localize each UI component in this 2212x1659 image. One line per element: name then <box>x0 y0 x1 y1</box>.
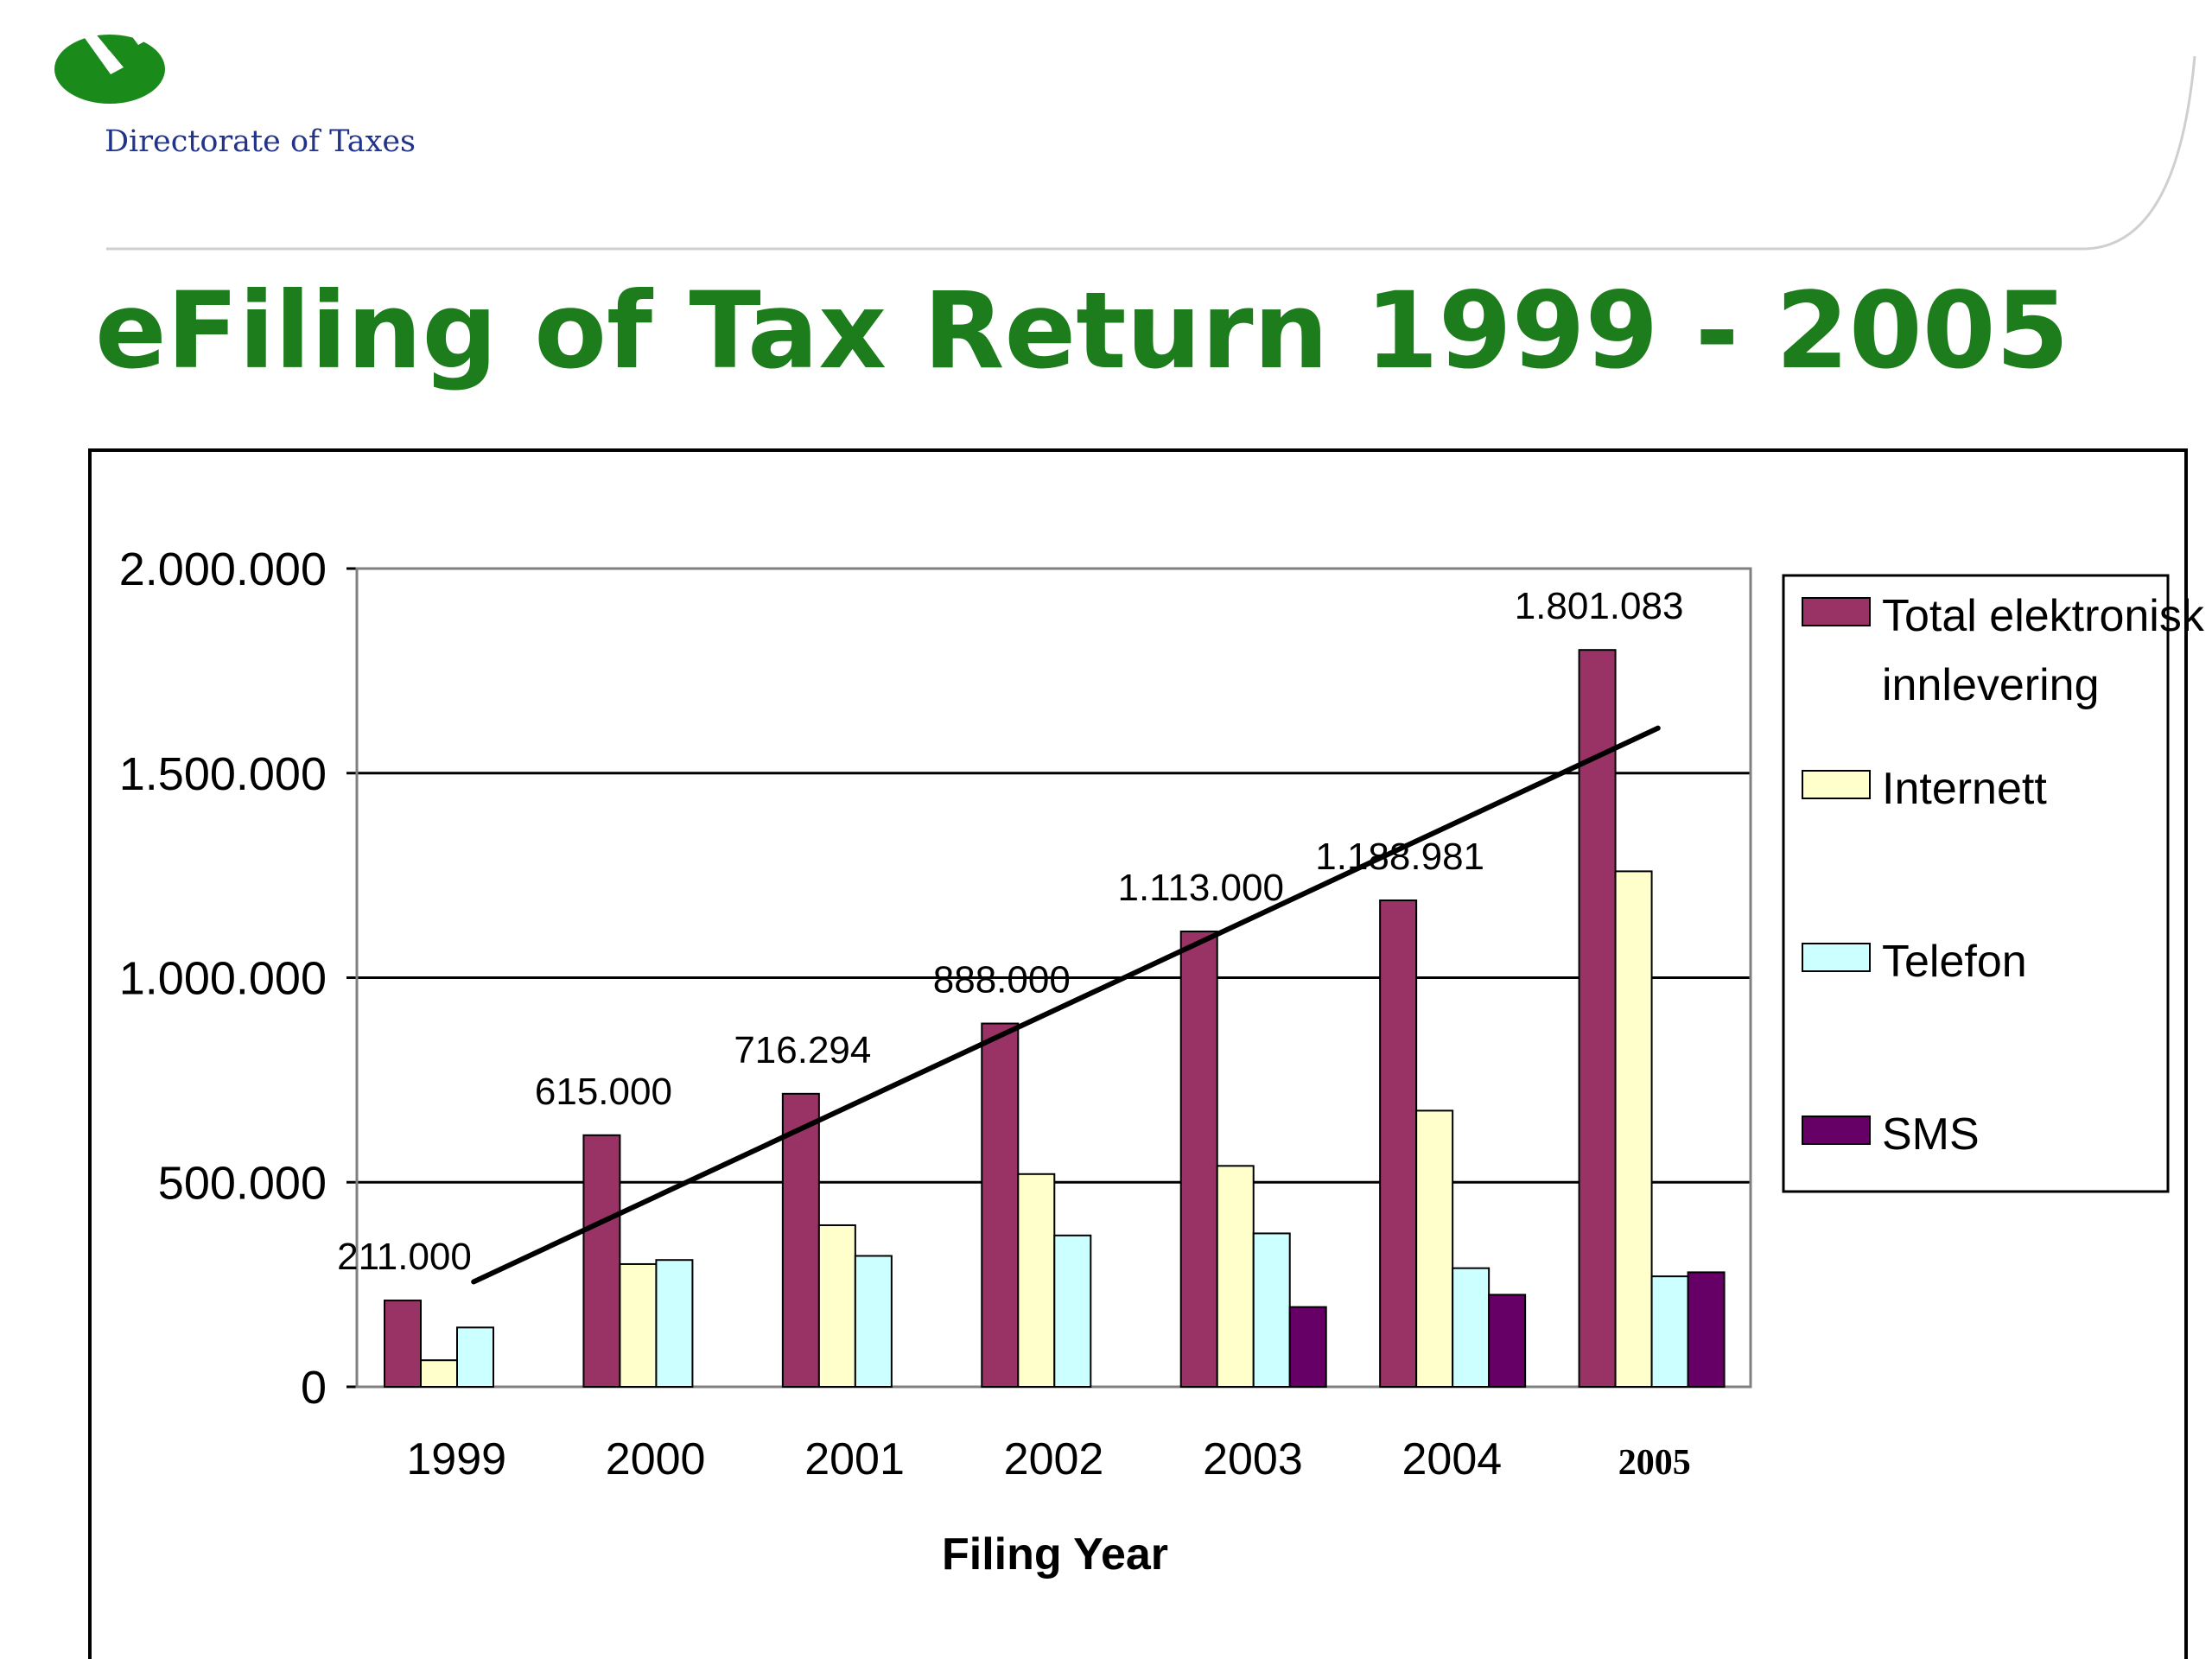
bar-telefon-2000 <box>655 1259 694 1388</box>
x-tick-label: 2001 <box>804 1434 905 1484</box>
legend-swatch <box>1802 943 1871 972</box>
bar-total-elektronisk-innlevering-2005 <box>1578 649 1617 1388</box>
bars <box>384 649 1726 1389</box>
legend: Total elektronisk innlevering Internett Tel… <box>1782 574 2205 1193</box>
bar-internett-2004 <box>1415 1109 1454 1388</box>
bar-telefon-2004 <box>1452 1267 1491 1389</box>
legend-label: Total elektronisk innlevering <box>1882 591 2205 710</box>
legend-box <box>1782 574 2170 1193</box>
header-divider <box>106 55 2196 251</box>
bar-sms-2003 <box>1288 1306 1327 1388</box>
y-tick-label: 2.000.000 <box>119 543 327 595</box>
y-tick-label: 1.500.000 <box>119 748 327 800</box>
trendline <box>471 725 1661 1285</box>
legend-swatch <box>1802 770 1871 799</box>
bar-internett-2003 <box>1216 1165 1255 1389</box>
bar-total-elektronisk-innlevering-2004 <box>1379 899 1418 1388</box>
data-label: 1.188.981 <box>1315 836 1484 878</box>
bar-internett-2005 <box>1614 870 1653 1388</box>
legend-label: Internett <box>1882 764 2047 814</box>
data-label: 1.801.083 <box>1515 585 1684 627</box>
bar-telefon-2001 <box>854 1255 893 1388</box>
data-label: 716.294 <box>734 1029 871 1071</box>
x-axis-label: Filing Year <box>942 1529 1168 1580</box>
y-tick-label: 500.000 <box>158 1157 327 1209</box>
directorate-logo-icon <box>54 22 166 104</box>
y-tick-label: 1.000.000 <box>119 953 327 1005</box>
bar-telefon-2003 <box>1252 1232 1291 1388</box>
legend-label: Telefon <box>1882 937 2027 987</box>
bar-telefon-2002 <box>1053 1234 1092 1389</box>
x-tick-labels: 1999 2000 2001 2002 2003 2004 2005 <box>406 1434 1690 1484</box>
data-label: 211.000 <box>337 1236 472 1278</box>
org-name: Directorate of Taxes <box>105 124 416 159</box>
x-tick-label: 2004 <box>1402 1434 1503 1484</box>
bar-telefon-1999 <box>456 1326 494 1389</box>
bar-total-elektronisk-innlevering-2001 <box>781 1092 820 1389</box>
bar-total-elektronisk-innlevering-2002 <box>981 1022 1020 1388</box>
bar-internett-2000 <box>619 1262 658 1388</box>
bar-total-elektronisk-innlevering-1999 <box>384 1300 422 1389</box>
slide-title: eFiling of Tax Return 1999 - 2005 <box>95 270 2069 392</box>
x-tick-label: 1999 <box>406 1434 506 1484</box>
plot-area: 0 500.000 1.000.000 1.500.000 2.000.000 211.… <box>119 543 1752 1580</box>
legend-label: SMS <box>1882 1109 1980 1160</box>
bar-internett-2002 <box>1017 1173 1056 1389</box>
legend-swatch <box>1802 597 1871 626</box>
data-label: 1.113.000 <box>1117 867 1283 909</box>
bar-total-elektronisk-innlevering-2000 <box>582 1134 621 1388</box>
legend-swatch <box>1802 1116 1871 1145</box>
x-tick-label: 2005 <box>1618 1443 1691 1483</box>
data-label: 888.000 <box>933 959 1071 1001</box>
bar-sms-2005 <box>1687 1271 1726 1389</box>
y-tick-label: 0 <box>301 1362 327 1414</box>
bar-telefon-2005 <box>1650 1275 1689 1389</box>
data-labels: 211.000 615.000 716.294 888.000 1.113.000 1.1… <box>337 585 1683 1278</box>
data-label: 615.000 <box>535 1071 672 1113</box>
x-tick-label: 2000 <box>606 1434 706 1484</box>
x-tick-label: 2002 <box>1004 1434 1104 1484</box>
y-tick-labels: 0 500.000 1.000.000 1.500.000 2.000.000 <box>119 543 327 1414</box>
bar-internett-2001 <box>817 1224 856 1389</box>
bar-total-elektronisk-innlevering-2003 <box>1179 930 1218 1388</box>
x-tick-label: 2003 <box>1203 1434 1303 1484</box>
bar-internett-1999 <box>420 1359 458 1389</box>
bar-sms-2004 <box>1488 1294 1527 1389</box>
